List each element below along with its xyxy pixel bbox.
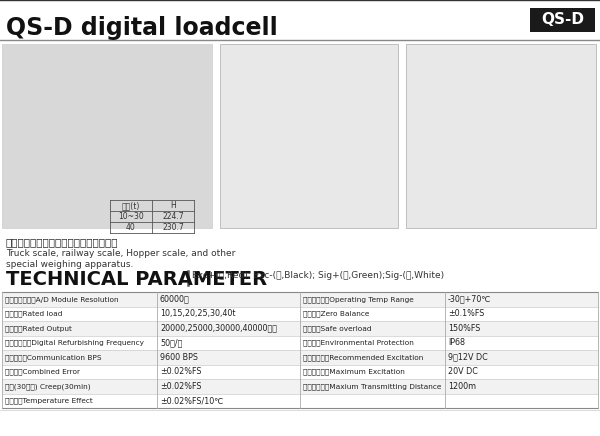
Text: 10~30: 10~30 <box>118 212 144 221</box>
Bar <box>2 335 598 350</box>
Text: 额定载荷Rated load: 额定载荷Rated load <box>5 310 62 317</box>
Bar <box>2 292 598 307</box>
Bar <box>2 44 212 228</box>
Text: 1200m: 1200m <box>448 382 476 391</box>
Text: 60000码: 60000码 <box>160 295 190 304</box>
Bar <box>530 8 595 32</box>
Text: 谊变(30分钟) Creep(30min): 谊变(30分钟) Creep(30min) <box>5 383 91 389</box>
Text: 230.7: 230.7 <box>162 223 184 232</box>
Text: 温度系数Temperature Effect: 温度系数Temperature Effect <box>5 398 93 404</box>
Text: 50次/秒: 50次/秒 <box>160 338 182 347</box>
Bar <box>2 394 598 408</box>
Text: ±0.02%FS: ±0.02%FS <box>160 382 202 391</box>
Text: IP68: IP68 <box>448 338 465 347</box>
Text: ±0.02%FS: ±0.02%FS <box>160 367 202 376</box>
Bar <box>2 364 598 379</box>
Text: 通讯波特率Communication BPS: 通讯波特率Communication BPS <box>5 354 101 361</box>
Text: 综合精度Combined Error: 综合精度Combined Error <box>5 368 80 375</box>
Bar <box>2 321 598 335</box>
Text: 数字模块分辨数A/D Module Resolution: 数字模块分辨数A/D Module Resolution <box>5 296 119 303</box>
Text: 20V DC: 20V DC <box>448 367 478 376</box>
Text: 9～12V DC: 9～12V DC <box>448 353 488 362</box>
Text: 最大传输距离Maxium Transmitting Distance: 最大传输距离Maxium Transmitting Distance <box>303 383 442 389</box>
Text: 额定输出Rated Output: 额定输出Rated Output <box>5 325 72 331</box>
Text: 使用温度范围Operating Temp Range: 使用温度范围Operating Temp Range <box>303 296 414 303</box>
Text: QS-D digital loadcell: QS-D digital loadcell <box>6 16 278 40</box>
Text: 40: 40 <box>126 223 136 232</box>
Text: 最大输入电压Maximum Excitation: 最大输入电压Maximum Excitation <box>303 368 405 375</box>
Text: 224.7: 224.7 <box>162 212 184 221</box>
Text: 零点输出Zero Balance: 零点输出Zero Balance <box>303 310 370 317</box>
Text: Exc+(红,Red); Exc-(黑,Black); Sig+(绿,Green);Sig-(白,White): Exc+(红,Red); Exc-(黑,Black); Sig+(绿,Green… <box>192 271 444 280</box>
Text: 安全过载Safe overload: 安全过载Safe overload <box>303 325 371 331</box>
Bar <box>406 44 596 228</box>
Text: H: H <box>170 201 176 210</box>
Text: 防护等级Environmental Protection: 防护等级Environmental Protection <box>303 340 414 346</box>
Bar <box>220 44 398 228</box>
Text: 汽车衡、轨道衡、配料秤及各种专用衡器: 汽车衡、轨道衡、配料秤及各种专用衡器 <box>6 237 119 247</box>
Text: QS-D: QS-D <box>541 13 584 27</box>
Bar <box>2 307 598 321</box>
Text: 10,15,20,25,30,40t: 10,15,20,25,30,40t <box>160 309 235 318</box>
Text: 数据刷新速率Digital Refurbishing Frequency: 数据刷新速率Digital Refurbishing Frequency <box>5 340 144 346</box>
Text: ±0.1%FS: ±0.1%FS <box>448 309 484 318</box>
Text: -30～+70℃: -30～+70℃ <box>448 295 491 304</box>
Text: ±0.02%FS/10℃: ±0.02%FS/10℃ <box>160 396 223 405</box>
Bar <box>2 379 598 394</box>
Text: 量程(t): 量程(t) <box>122 201 140 210</box>
Text: 推荐输入电压Recommended Excitation: 推荐输入电压Recommended Excitation <box>303 354 424 361</box>
Text: Truck scale, railway scale, Hopper scale, and other: Truck scale, railway scale, Hopper scale… <box>6 249 235 258</box>
Text: 9600 BPS: 9600 BPS <box>160 353 198 362</box>
Text: 150%FS: 150%FS <box>448 324 481 333</box>
Text: TECHNICAL PARAMETER: TECHNICAL PARAMETER <box>6 270 267 289</box>
Text: 20000,25000,30000,40000内码: 20000,25000,30000,40000内码 <box>160 324 277 333</box>
Bar <box>2 350 598 364</box>
Text: special weighing apparatus.: special weighing apparatus. <box>6 260 133 269</box>
